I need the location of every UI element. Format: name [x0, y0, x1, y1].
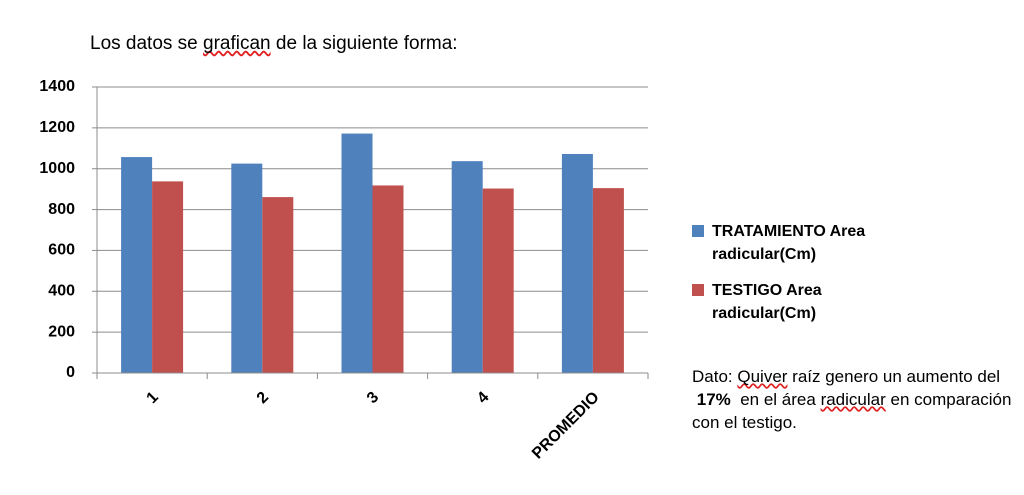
bar — [121, 157, 153, 373]
note-text: raíz genero un aumento del — [787, 367, 1001, 386]
bar — [231, 163, 263, 373]
heading-text: grafican — [203, 33, 271, 54]
y-tick-label: 1000 — [39, 160, 75, 177]
y-tick-label: 400 — [48, 283, 75, 300]
y-tick-label: 800 — [48, 201, 75, 218]
heading-text: Los datos se — [90, 33, 204, 54]
x-tick-label: PROMEDIO — [529, 389, 603, 463]
note-text: Quiver — [737, 367, 788, 386]
y-tick-label: 0 — [66, 364, 75, 381]
y-tick-label: 1200 — [39, 119, 75, 136]
y-tick-label: 600 — [48, 242, 75, 259]
x-tick-label: 2 — [254, 389, 272, 407]
y-tick-label: 200 — [48, 323, 75, 340]
bar — [451, 161, 483, 373]
legend-label: TESTIGO Area radicular(Cm) — [712, 282, 822, 322]
note-text: en comparación con el testigo. — [692, 390, 1012, 432]
heading-text: de la siguiente forma: — [270, 33, 458, 54]
note: Dato: Quiver raíz genero un aumento del … — [692, 365, 1012, 434]
legend-swatch — [692, 225, 704, 237]
note-text: 17% — [696, 390, 731, 409]
legend-item: TESTIGO Area radicular(Cm) — [692, 279, 992, 325]
bar — [372, 185, 404, 373]
legend-swatch — [692, 284, 704, 296]
bar — [262, 197, 294, 373]
heading: Los datos se grafican de la siguiente fo… — [90, 33, 458, 55]
legend: TRATAMIENTO Area radicular(Cm) TESTIGO Ar… — [692, 220, 992, 338]
x-tick-label: 4 — [474, 389, 492, 407]
y-tick-label: 1400 — [39, 78, 75, 95]
note-text: Dato: — [692, 367, 738, 386]
note-text: en el área — [735, 390, 821, 409]
note-text: radicular — [820, 390, 886, 409]
legend-label: TRATAMIENTO Area radicular(Cm) — [712, 223, 866, 263]
bar — [561, 154, 593, 373]
legend-item: TRATAMIENTO Area radicular(Cm) — [692, 220, 992, 266]
bar — [341, 133, 373, 373]
bar — [592, 188, 624, 373]
x-tick-label: 3 — [364, 389, 382, 407]
bar — [152, 181, 184, 373]
bar — [482, 188, 514, 373]
x-tick-label: 1 — [144, 389, 162, 407]
